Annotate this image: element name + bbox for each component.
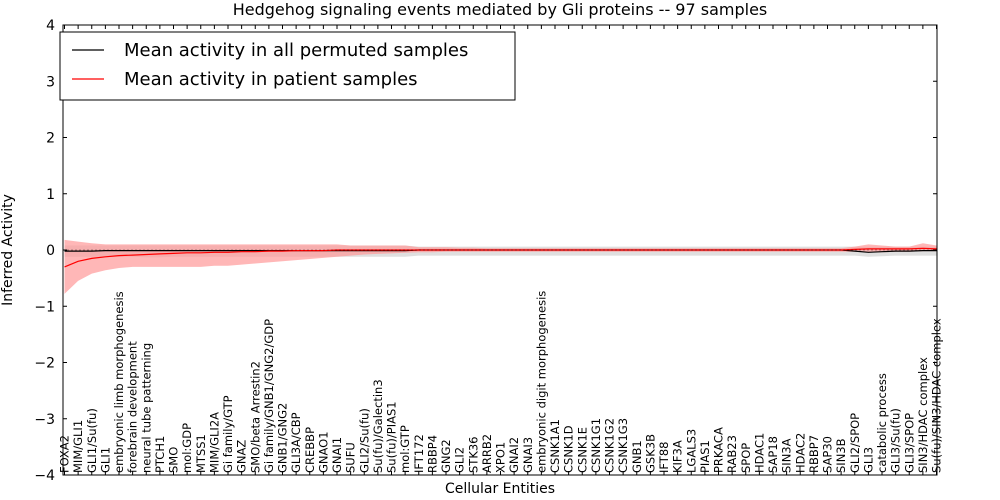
x-tick-label: SPOP — [739, 443, 753, 473]
legend: Mean activity in all permuted samples Mea… — [59, 31, 516, 101]
x-tick-label: PIAS1 — [698, 440, 712, 473]
x-tick-label: GNAI2 — [507, 437, 521, 473]
x-tick-label: GSK3B — [643, 434, 657, 473]
x-tick-label: RBBP7 — [807, 435, 821, 473]
x-tick-label: SAP18 — [766, 436, 780, 473]
x-tick-label: CSNK1G2 — [603, 418, 617, 473]
x-tick-label: GNAI3 — [521, 437, 535, 473]
y-axis: −4 −3 −2 −1 0 1 2 3 4 — [34, 18, 937, 484]
x-tick-label: SIN3A — [780, 438, 794, 473]
x-tick-label: Gi family/GNB1/GNG2/GDP — [262, 319, 276, 473]
x-tick-label: Su(fu)/SIN3/HDAC complex — [930, 318, 944, 473]
x-tick-label: SIN3/HDAC complex — [916, 357, 930, 473]
x-tick-label: Su(fu)/Galectin3 — [371, 379, 385, 473]
x-tick-label: SAP30 — [821, 436, 835, 473]
x-tick-label: Su(fu)/PIAS1 — [385, 401, 399, 473]
x-tick-label: MIM/GLI2A — [207, 412, 221, 473]
x-tick-label: GLI1/Su(fu) — [85, 408, 99, 473]
legend-label-1: Mean activity in patient samples — [124, 69, 418, 90]
x-tick-label: catabolic process — [875, 373, 889, 473]
x-tick-label: SMO/beta Arrestin2 — [248, 361, 262, 473]
y-tick-label: 3 — [46, 74, 55, 90]
x-tick-label: GLI2 — [453, 447, 467, 473]
x-tick-label: IFT172 — [412, 434, 426, 473]
x-tick-label: GLI3/SPOP — [902, 413, 916, 473]
x-tick-label: SUFU — [344, 442, 358, 473]
x-tick-label: ARRB2 — [480, 434, 494, 473]
x-tick-label: GNB1/GNG2 — [276, 403, 290, 473]
x-tick-label: GLI3 — [861, 447, 875, 473]
x-tick-label: RBBP4 — [425, 435, 439, 473]
x-tick-label: GNB1 — [630, 440, 644, 473]
y-tick-label: 1 — [46, 187, 55, 203]
x-tick-label: KIF3A — [671, 440, 685, 473]
x-tick-label: GLI3A/CBP — [289, 412, 303, 473]
x-tick-label: GNAI1 — [330, 437, 344, 473]
x-tick-label: forebrain development — [126, 341, 140, 473]
x-tick-label: CSNK1E — [575, 427, 589, 473]
x-tick-label: GLI1 — [98, 447, 112, 473]
x-tick-label: neural tube patterning — [139, 343, 153, 473]
x-tick-label: IFT88 — [657, 442, 671, 473]
y-tick-label: −1 — [34, 299, 55, 315]
y-tick-label: −2 — [34, 356, 55, 372]
chart-title: Hedgehog signaling events mediated by Gl… — [233, 0, 768, 19]
x-tick-label: mol:GTP — [398, 425, 412, 473]
x-tick-label: Gi family/GTP — [221, 395, 235, 473]
x-tick-label: CSNK1A1 — [548, 419, 562, 473]
x-tick-label: GLI2/SPOP — [848, 413, 862, 473]
x-tick-label: GLI3/Su(fu) — [889, 408, 903, 473]
y-tick-label: 4 — [46, 18, 55, 34]
series-1-band — [64, 239, 937, 294]
x-axis-label: Cellular Entities — [445, 481, 555, 497]
x-tick-label: XPO1 — [494, 442, 508, 473]
x-tick-label: CSNK1G1 — [589, 418, 603, 473]
x-tick-label: GNAO1 — [316, 431, 330, 473]
x-tick-label: CSNK1D — [562, 425, 576, 473]
x-tick-label: RAB23 — [725, 435, 739, 473]
x-tick-label: SMO — [167, 447, 181, 473]
y-tick-label: 0 — [46, 243, 55, 259]
y-tick-label: −4 — [34, 468, 55, 484]
x-tick-label: mol:GDP — [180, 423, 194, 473]
x-tick-label: GNG2 — [439, 439, 453, 473]
x-axis: FOXA2 MIM/GLI1 GLI1/Su(fu) GLI1 embryonic li… — [58, 25, 944, 475]
x-tick-label: MIM/GLI1 — [71, 420, 85, 473]
x-tick-label: embryonic limb morphogenesis — [112, 291, 126, 473]
y-tick-label: 2 — [46, 131, 55, 147]
x-tick-label: embryonic digit morphogenesis — [534, 291, 548, 473]
x-tick-label: STK36 — [466, 437, 480, 474]
y-tick-label: −3 — [34, 412, 55, 428]
y-axis-label: Inferred Activity — [0, 194, 16, 306]
x-tick-label: MTSS1 — [194, 434, 208, 473]
legend-label-0: Mean activity in all permuted samples — [124, 40, 468, 61]
x-tick-label: FOXA2 — [58, 435, 72, 473]
x-tick-label: HDAC1 — [752, 433, 766, 473]
x-tick-label: SIN3B — [834, 438, 848, 473]
x-tick-label: LGALS3 — [684, 429, 698, 473]
legend-box — [59, 31, 516, 101]
x-tick-label: GNAZ — [235, 440, 249, 473]
x-tick-label: HDAC2 — [793, 433, 807, 473]
x-tick-label: CREBBP — [303, 427, 317, 473]
x-tick-label: PRKACA — [712, 427, 726, 473]
x-tick-label: GLI2/Su(fu) — [357, 408, 371, 473]
x-tick-label: PTCH1 — [153, 436, 167, 473]
x-tick-label: CSNK1G3 — [616, 418, 630, 473]
